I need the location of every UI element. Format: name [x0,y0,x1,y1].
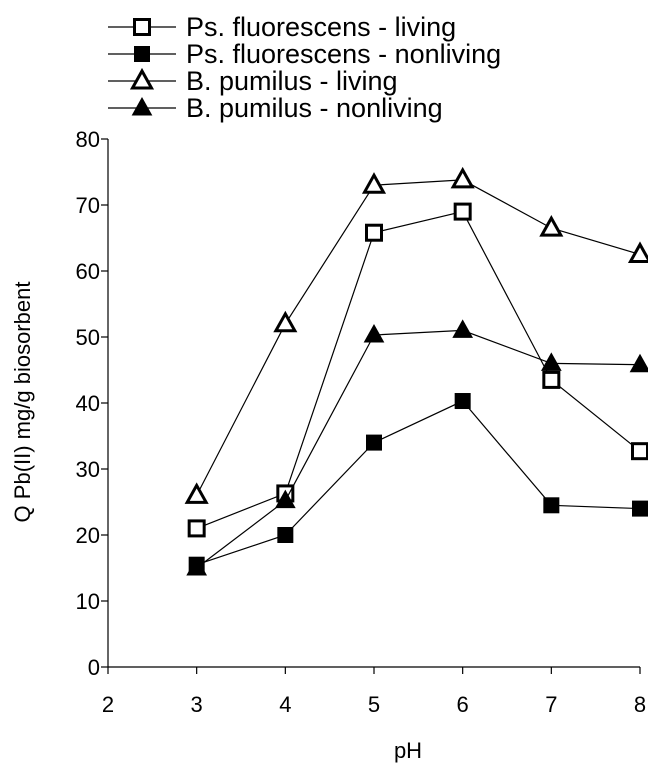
x-tick-label: 6 [457,692,469,717]
data-point [450,166,475,189]
data-point [539,215,564,237]
legend-marker [134,46,150,62]
x-tick-label: 2 [102,692,114,717]
x-tick-label: 3 [191,692,203,717]
data-point [187,519,206,538]
legend-item: Ps. fluorescens - nonliving [108,39,501,69]
x-tick-label: 7 [545,692,557,717]
data-point [186,556,208,576]
data-point [274,489,296,509]
series-group [184,166,648,576]
y-tick-label: 50 [76,325,100,350]
y-tick-label: 70 [76,193,100,218]
data-point [453,202,472,221]
series-line [196,329,641,569]
x-tick-label: 8 [634,692,646,717]
data-point [543,497,560,514]
series-line [196,210,641,529]
data-point [452,319,474,338]
y-axis-title: Q Pb(II) mg/g biosorbent [10,282,35,523]
series-line [196,400,641,566]
data-point [277,527,294,543]
y-tick-label: 0 [88,655,100,680]
data-point [184,482,209,504]
series-2 [188,393,648,573]
data-point [363,323,385,343]
legend-marker [133,18,151,36]
data-point [540,352,562,371]
legend-item: B. pumilus - nonliving [108,93,443,123]
legend-label: B. pumilus - living [186,66,398,96]
data-point [627,241,648,263]
data-point [454,393,471,410]
series-1 [187,202,648,538]
x-tick-label: 4 [279,692,291,717]
data-point [366,434,382,451]
legend-item: B. pumilus - living [108,66,398,96]
data-point [629,353,648,373]
y-tick-label: 30 [76,457,100,482]
y-tick-label: 10 [76,589,100,614]
legend-label: Ps. fluorescens - nonliving [186,39,501,69]
data-point [632,500,648,517]
x-tick-label: 5 [368,692,380,717]
legend-marker [131,96,153,116]
legend-marker [129,67,155,90]
x-axis-title: pH [394,738,422,763]
series-3 [184,166,648,504]
legend-label: B. pumilus - nonliving [186,93,443,123]
series-line [196,179,641,496]
data-point [631,442,648,461]
y-tick-label: 40 [76,391,100,416]
series-4 [186,319,648,576]
data-point [542,370,561,389]
legend-label: Ps. fluorescens - living [186,12,456,42]
y-tick-label: 20 [76,523,100,548]
y-tick-label: 60 [76,259,100,284]
data-point [365,223,383,242]
y-tick-label: 80 [76,127,100,152]
legend-item: Ps. fluorescens - living [108,12,456,42]
data-point [273,310,298,333]
data-point [361,172,387,194]
